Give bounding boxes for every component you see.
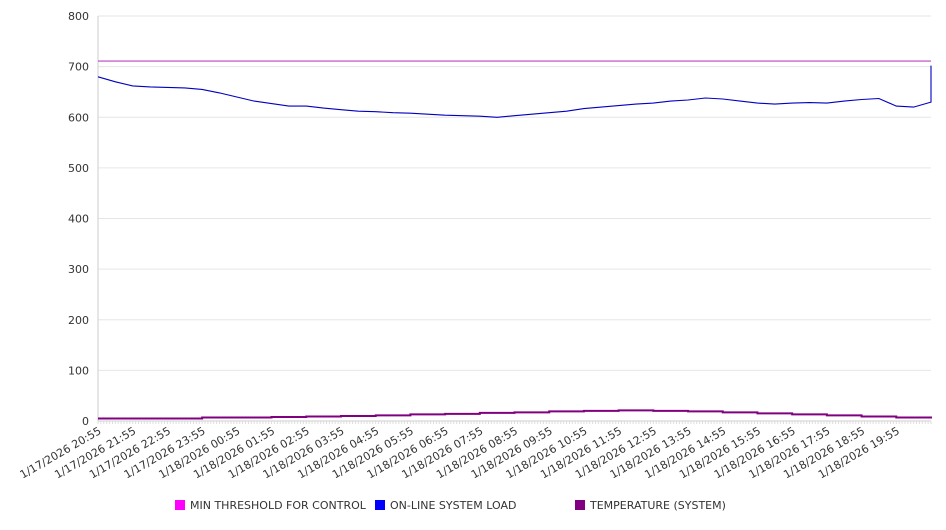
legend-item[interactable]: ON-LINE SYSTEM LOAD xyxy=(375,499,516,512)
y-tick-label: 700 xyxy=(68,61,89,74)
y-tick-label: 800 xyxy=(68,10,89,23)
legend-item[interactable]: MIN THRESHOLD FOR CONTROL xyxy=(175,499,367,512)
legend-label: TEMPERATURE (SYSTEM) xyxy=(589,499,726,512)
y-tick-label: 0 xyxy=(82,415,89,428)
legend-label: ON-LINE SYSTEM LOAD xyxy=(390,499,516,512)
series-line-2 xyxy=(98,409,932,420)
y-tick-label: 600 xyxy=(68,111,89,124)
x-axis-ticks: 1/17/2026 20:551/17/2026 21:551/17/2026 … xyxy=(18,421,932,481)
y-tick-label: 300 xyxy=(68,263,89,276)
legend-item[interactable]: TEMPERATURE (SYSTEM) xyxy=(575,499,726,512)
y-tick-label: 400 xyxy=(68,213,89,226)
series-line-1 xyxy=(97,65,932,118)
y-axis-ticks: 0 100 200 300 400 500 600 700 800 xyxy=(68,10,89,428)
legend-swatch xyxy=(175,500,185,510)
grid xyxy=(97,15,931,422)
y-tick-label: 500 xyxy=(68,162,89,175)
legend-swatch xyxy=(575,500,585,510)
legend-label: MIN THRESHOLD FOR CONTROL xyxy=(190,499,367,512)
legend: MIN THRESHOLD FOR CONTROL ON-LINE SYSTEM … xyxy=(175,499,726,512)
legend-swatch xyxy=(375,500,385,510)
series-lines xyxy=(97,60,932,420)
y-tick-label: 200 xyxy=(68,314,89,327)
y-tick-label: 100 xyxy=(68,364,89,377)
